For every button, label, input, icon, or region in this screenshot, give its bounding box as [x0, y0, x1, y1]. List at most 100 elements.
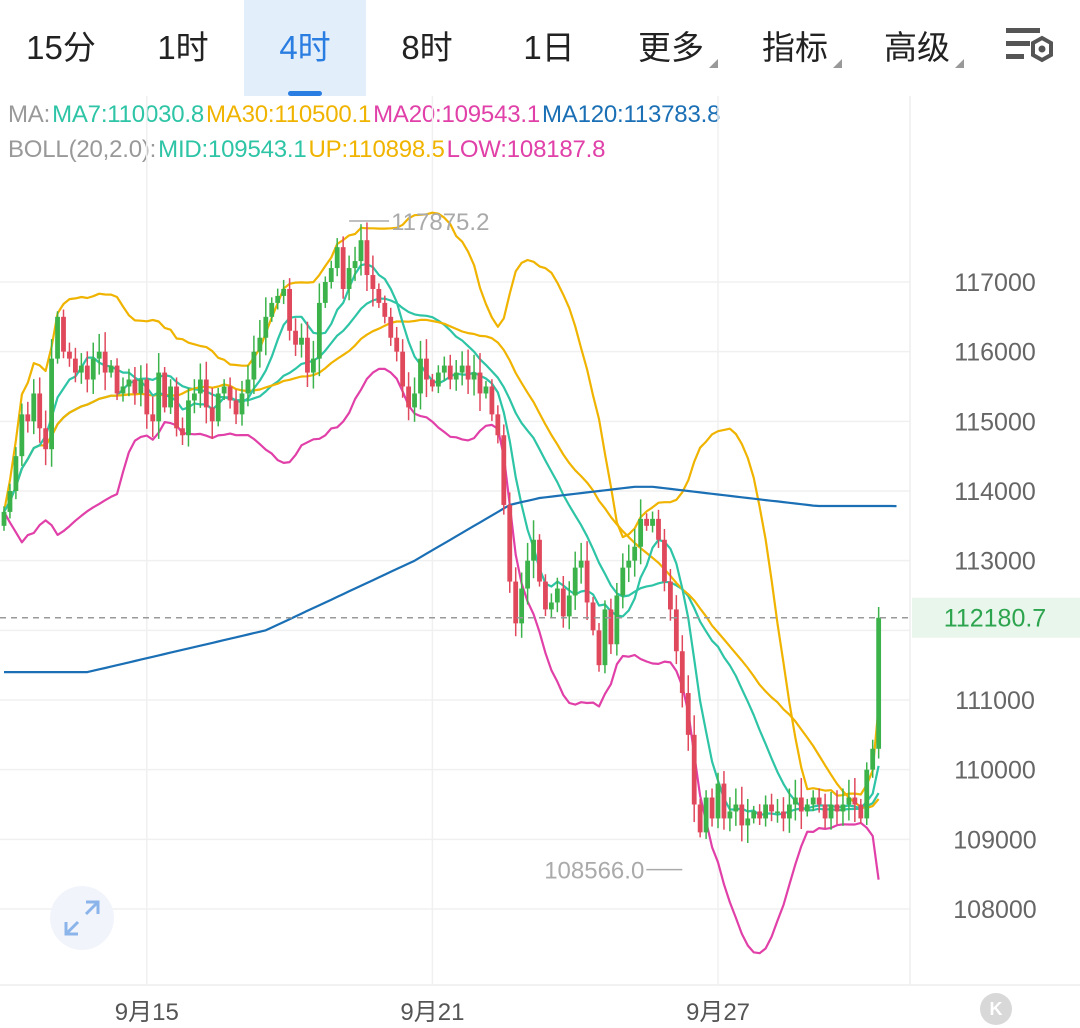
current-price-label: 112180.7 — [944, 605, 1046, 633]
tab-8hour[interactable]: 8时 — [401, 29, 453, 66]
more-dropdown-label: 更多 — [638, 29, 704, 66]
candle-body — [858, 804, 864, 819]
candle-body — [67, 351, 72, 359]
chart-settings-icon[interactable] — [1004, 24, 1056, 68]
active-tab-indicator — [288, 91, 322, 96]
ma30-legend: MA30:110500.1 — [206, 101, 372, 128]
candle-body — [90, 358, 96, 380]
candle-body — [49, 358, 54, 450]
candle-body — [822, 804, 828, 819]
candle-body — [108, 365, 114, 373]
indicator-dropdown[interactable]: 指标 — [762, 0, 842, 96]
y-tick-label: 111000 — [955, 687, 1035, 715]
candle-body — [763, 804, 768, 819]
candle-body — [19, 414, 25, 457]
candle-body — [650, 518, 655, 526]
boll-mid-legend: MID:109543.1 — [158, 136, 307, 163]
ma7-legend: MA7:110030.8 — [52, 101, 205, 128]
candle-body — [25, 414, 31, 422]
candle-body — [215, 393, 221, 422]
candle-body — [400, 351, 406, 387]
candle-body — [775, 811, 780, 813]
candle-body — [840, 804, 846, 812]
y-tick-label: 116000 — [954, 339, 1036, 367]
candle-body — [769, 804, 774, 812]
candle-body — [757, 811, 763, 819]
candle-body — [549, 602, 554, 610]
candle-body — [590, 602, 596, 631]
y-tick-label: 110000 — [954, 757, 1036, 785]
dropdown-triangle-icon — [955, 59, 964, 68]
candle-body — [673, 609, 679, 652]
candle-body — [727, 811, 733, 819]
candle-body — [697, 804, 703, 833]
candle-body — [186, 400, 191, 436]
candle-body — [269, 302, 275, 317]
candle-body — [691, 734, 697, 805]
tab-1hour[interactable]: 1时 — [157, 29, 209, 66]
boll-up-legend: UP:110898.5 — [308, 136, 445, 163]
candle-body — [733, 804, 739, 812]
fullscreen-button[interactable] — [50, 886, 114, 950]
candle-body — [459, 365, 465, 373]
candle-body — [84, 365, 90, 380]
candle-body — [715, 783, 721, 819]
candle-body — [180, 428, 185, 436]
candle-body — [162, 372, 168, 408]
candle-body — [864, 769, 870, 819]
more-dropdown[interactable]: 更多 — [638, 0, 718, 96]
candle-body — [322, 282, 328, 303]
candle-body — [156, 372, 162, 422]
kline-logo-button[interactable]: K — [980, 993, 1012, 1025]
max-annotation-label: 117875.2 — [391, 209, 489, 236]
candle-body — [281, 288, 287, 296]
advanced-dropdown[interactable]: 高级 — [884, 0, 964, 96]
y-tick-label: 109000 — [953, 826, 1036, 854]
candle-body — [471, 372, 477, 380]
tab-15min[interactable]: 15分 — [26, 29, 96, 66]
ma120-legend: MA120:113783.8 — [541, 101, 721, 128]
tab-4hour[interactable]: 4时 — [244, 0, 366, 96]
candle-body — [197, 379, 203, 394]
dropdown-triangle-icon — [833, 59, 842, 68]
y-tick-label: 117000 — [954, 269, 1036, 297]
candles — [1, 222, 882, 843]
candle-body — [453, 372, 459, 380]
candlestick-chart[interactable]: 112180.7 117875.2 108566.0 108000 109000 110… — [0, 96, 1080, 1028]
candle-body — [263, 316, 269, 338]
candle-body — [668, 581, 673, 610]
candle-body — [311, 358, 316, 373]
candle-body — [507, 504, 513, 582]
candle-body — [852, 797, 858, 805]
candle-body — [745, 818, 751, 826]
candle-body — [798, 797, 804, 812]
candle-body — [221, 386, 227, 394]
candle-body — [132, 379, 138, 394]
x-tick-label: 9月15 — [115, 999, 179, 1026]
ma20-legend: MA20:109543.1 — [373, 101, 540, 128]
ma120-line — [4, 485, 897, 674]
candle-body — [144, 379, 150, 415]
candle-body — [614, 595, 620, 645]
candle-body — [477, 372, 483, 394]
ma30-line — [3, 318, 880, 810]
candle-body — [870, 748, 876, 770]
candle-body — [525, 560, 530, 589]
candle-body — [138, 379, 144, 394]
candle-body — [168, 386, 173, 408]
dropdown-triangle-icon — [709, 59, 718, 68]
candle-body — [828, 804, 834, 819]
candle-body — [55, 316, 60, 359]
candle-body — [483, 386, 489, 394]
chart-axis: 108000 109000 110000 111000 113000 114000 1150… — [115, 269, 1037, 1026]
candle-body — [554, 588, 560, 603]
tab-1day[interactable]: 1日 — [523, 29, 575, 66]
candle-body — [572, 567, 578, 596]
candle-body — [656, 518, 661, 540]
candle-body — [584, 560, 590, 603]
x-tick-label: 9月27 — [686, 999, 750, 1026]
candle-body — [703, 797, 709, 833]
candle-body — [346, 268, 352, 289]
candle-body — [239, 393, 245, 415]
ma-legend-prefix: MA: — [8, 101, 51, 128]
